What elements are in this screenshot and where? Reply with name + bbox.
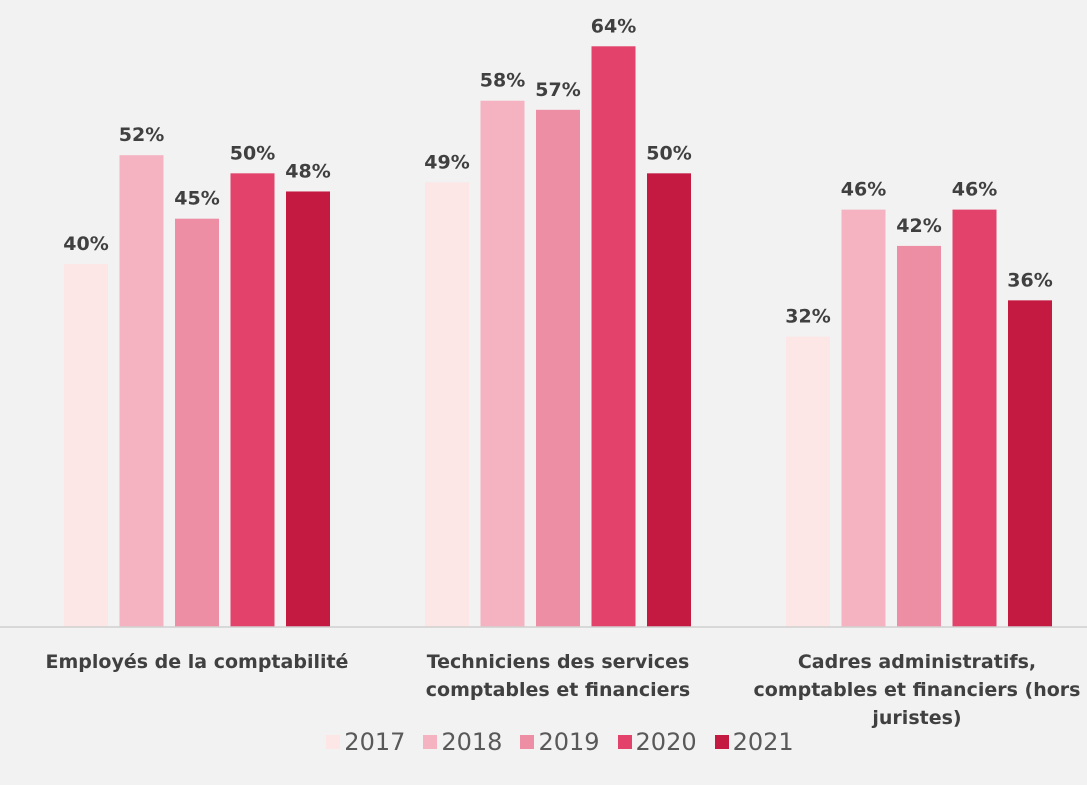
legend-swatch (520, 735, 535, 749)
value-label: 48% (285, 160, 330, 182)
value-label: 49% (424, 151, 469, 173)
bar (841, 209, 886, 627)
bar (480, 100, 525, 627)
legend-item: 2021 (714, 728, 794, 756)
legend-item: 2018 (423, 728, 502, 756)
value-label: 50% (230, 142, 275, 164)
legend-swatch (326, 735, 341, 749)
bar (425, 182, 469, 627)
value-label: 40% (63, 233, 108, 255)
bar (647, 173, 691, 627)
value-label: 46% (952, 179, 997, 201)
bar (952, 209, 997, 627)
bar (64, 264, 108, 627)
legend-item: 2017 (326, 728, 405, 756)
x-tick-label: Employés de la comptabilité (45, 651, 349, 673)
legend-swatch (714, 735, 729, 749)
legend-swatch (617, 735, 632, 749)
bar (536, 109, 580, 627)
bar (286, 191, 330, 627)
legend-label: 2019 (538, 728, 600, 756)
legend-item: 2019 (520, 728, 600, 756)
bar (591, 46, 636, 627)
value-label: 42% (896, 215, 941, 237)
bar (786, 336, 830, 627)
value-label: 36% (1007, 269, 1052, 291)
value-label: 52% (119, 124, 164, 146)
legend-swatch (423, 735, 438, 749)
legend-label: 2018 (441, 728, 503, 756)
value-label: 64% (591, 15, 636, 37)
x-tick-label: Techniciens des services comptables et f… (425, 651, 691, 701)
bar (175, 218, 219, 628)
x-tick-label: Cadres administratifs, comptables et fin… (753, 651, 1081, 729)
value-label: 46% (841, 179, 886, 201)
legend-label: 2017 (344, 728, 406, 756)
value-label: 58% (480, 70, 525, 92)
legend-label: 2021 (732, 728, 794, 756)
value-label: 50% (646, 142, 691, 164)
legend-item: 2020 (617, 728, 697, 756)
value-label: 57% (535, 79, 580, 101)
bar (119, 155, 164, 628)
value-label: 45% (174, 188, 219, 210)
bar (897, 245, 941, 628)
legend-label: 2020 (635, 728, 697, 756)
bar (1008, 300, 1052, 627)
value-label: 32% (785, 306, 830, 328)
legend: 2017 2018 2019 2020 2021 (0, 728, 1087, 756)
bar (230, 173, 275, 627)
